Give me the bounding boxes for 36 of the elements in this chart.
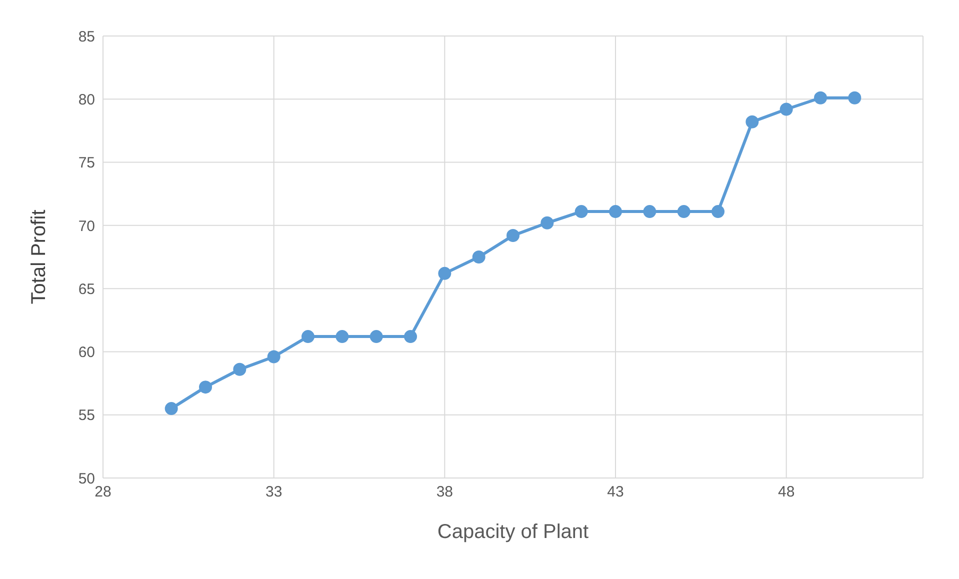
point [848, 91, 862, 104]
point [404, 330, 417, 344]
point [472, 250, 486, 264]
x-tick-label: 48 [778, 484, 795, 501]
point [199, 380, 212, 394]
point [267, 350, 280, 364]
point [643, 205, 656, 218]
point [574, 205, 588, 218]
point [780, 102, 793, 116]
x-tick-label: 38 [436, 484, 454, 501]
y-tick-label: 80 [78, 91, 95, 108]
y-tick-label: 60 [78, 344, 95, 362]
point [438, 266, 452, 280]
point [302, 330, 314, 344]
point [712, 205, 724, 218]
point [370, 330, 383, 344]
point [164, 402, 178, 416]
point [677, 205, 690, 218]
y-axis-title: Total Profit [28, 209, 50, 304]
y-tick-label: 55 [78, 407, 95, 424]
point [609, 205, 622, 218]
x-tick-label: 33 [265, 484, 282, 501]
y-tick-label: 70 [78, 218, 95, 235]
point [746, 115, 759, 128]
y-tick-label: 65 [78, 280, 95, 298]
y-tick-label: 85 [78, 28, 95, 46]
point [233, 362, 246, 376]
x-tick-label: 28 [94, 484, 112, 501]
x-axis-title: Capacity of Plant [437, 521, 590, 543]
point [814, 91, 827, 104]
point [336, 330, 349, 344]
point [540, 216, 554, 230]
point [506, 229, 520, 242]
x-tick-label: 43 [607, 484, 624, 501]
y-tick-label: 50 [78, 470, 95, 488]
y-tick-label: 75 [78, 154, 95, 172]
